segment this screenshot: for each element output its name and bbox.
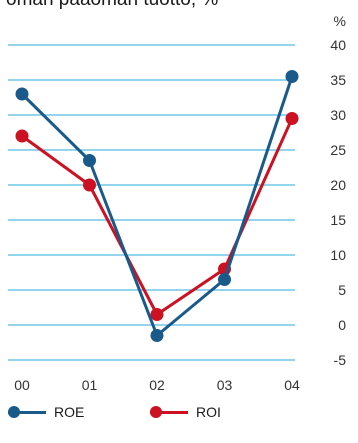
y-tick-label: 0 bbox=[338, 317, 346, 333]
legend-label-roi: ROI bbox=[196, 404, 221, 420]
y-tick-label: 15 bbox=[330, 212, 346, 228]
legend-dot-roe bbox=[8, 406, 20, 418]
y-tick-label: 25 bbox=[330, 142, 346, 158]
x-tick-label: 00 bbox=[14, 377, 30, 393]
data-point-roi bbox=[15, 129, 29, 143]
data-point-roe bbox=[285, 70, 299, 83]
legend-swatch-roe bbox=[8, 406, 46, 418]
data-point-roe bbox=[15, 87, 29, 101]
legend-item-roe: ROE bbox=[8, 404, 84, 420]
x-tick-label: 01 bbox=[82, 377, 98, 393]
data-point-roe bbox=[83, 154, 96, 167]
y-tick-label: 30 bbox=[330, 107, 346, 123]
x-tick-label: 03 bbox=[217, 377, 233, 393]
chart-title: oman pääoman tuotto, % bbox=[6, 0, 218, 11]
y-tick-label: -5 bbox=[334, 352, 347, 368]
legend-label-roe: ROE bbox=[54, 404, 85, 420]
y-tick-label: 10 bbox=[330, 247, 346, 263]
legend-item-roi: ROI bbox=[150, 404, 221, 420]
legend-dot-roi bbox=[150, 406, 162, 418]
y-tick-label: 35 bbox=[330, 72, 346, 88]
y-tick-label: 20 bbox=[330, 177, 346, 193]
data-point-roi bbox=[150, 308, 164, 321]
legend-line-roi bbox=[150, 411, 188, 414]
y-axis-label: % bbox=[334, 13, 346, 29]
y-tick-label: 5 bbox=[338, 282, 346, 298]
data-point-roe bbox=[218, 273, 231, 286]
data-point-roi bbox=[83, 178, 96, 192]
legend-swatch-roi bbox=[150, 406, 188, 418]
x-tick-label: 04 bbox=[284, 377, 300, 393]
data-point-roi bbox=[285, 112, 299, 125]
data-point-roe bbox=[150, 329, 164, 342]
x-tick-label: 02 bbox=[149, 377, 165, 393]
y-tick-label: 40 bbox=[330, 37, 346, 53]
series-line-roi bbox=[21, 117, 294, 316]
legend-line-roe bbox=[8, 411, 46, 414]
